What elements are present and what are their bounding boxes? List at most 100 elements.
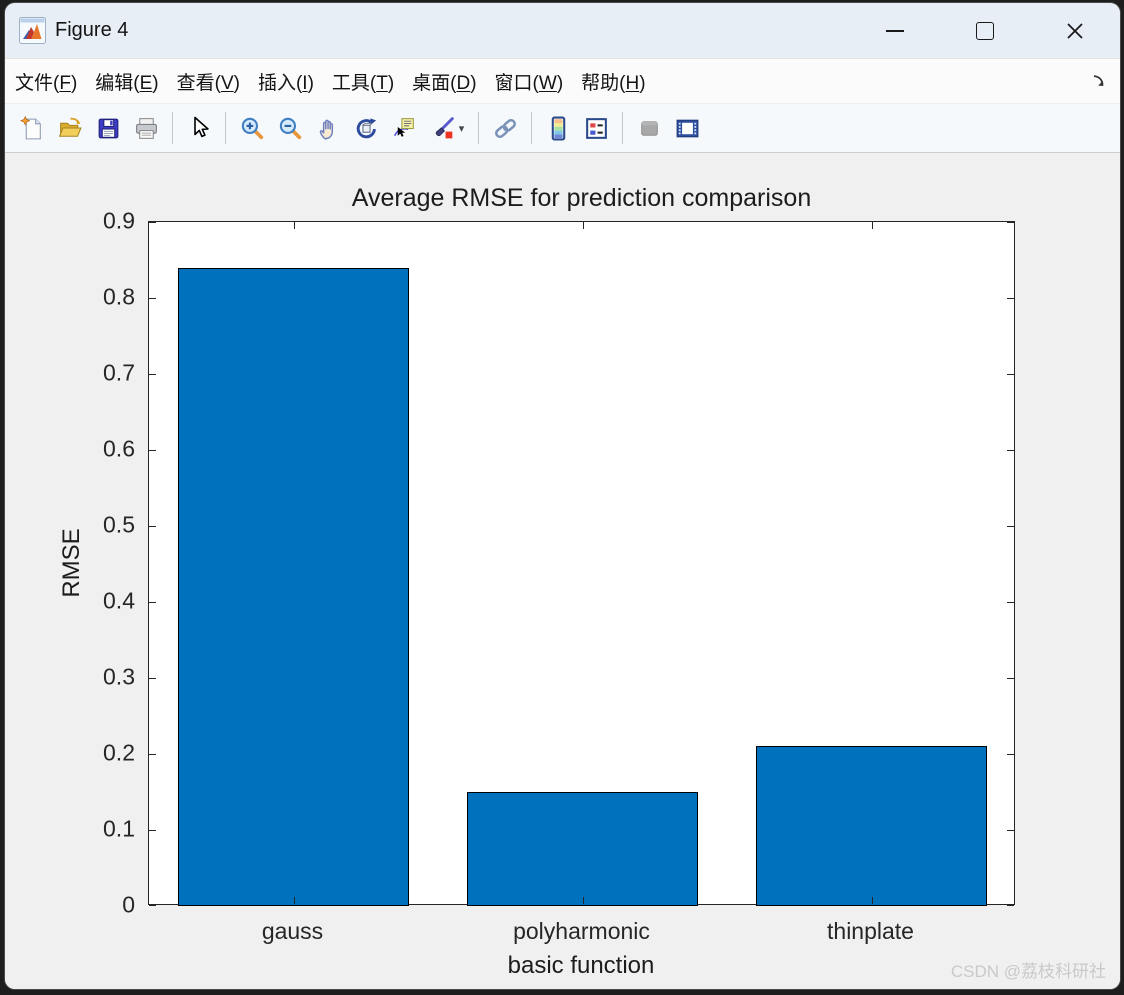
minimize-button[interactable] [872, 11, 918, 51]
y-tick-mark-right [1007, 450, 1014, 451]
y-tick-mark-right [1007, 830, 1014, 831]
x-tick-mark-top [293, 222, 295, 229]
y-tick-label: 0.5 [103, 511, 135, 538]
menu-i[interactable]: 插入(I) [257, 72, 314, 94]
axes [148, 221, 1015, 906]
data-cursor-button[interactable] [385, 109, 423, 147]
pan-hand-icon [319, 119, 333, 140]
maximize-icon [976, 21, 994, 40]
zoom-in-icon [241, 117, 263, 139]
menu-v[interactable]: 查看(V) [176, 72, 240, 94]
y-tick-label: 0.6 [103, 435, 135, 462]
menu-d[interactable]: 桌面(D) [412, 72, 477, 94]
zoom-in-button[interactable] [233, 109, 271, 147]
y-tick-mark-right [1007, 298, 1014, 299]
save-figure-button[interactable] [89, 109, 127, 147]
open-file-button[interactable] [51, 109, 89, 147]
dock-figure-arrow-icon [1093, 75, 1104, 86]
save-icon [98, 118, 118, 138]
close-icon [1067, 22, 1083, 39]
y-tick-label: 0.1 [103, 815, 135, 842]
x-tick-mark [582, 897, 584, 904]
close-button[interactable] [1052, 11, 1098, 51]
y-tick-mark [149, 602, 156, 603]
titlebar: Figure 4 [5, 3, 1120, 58]
brush-icon [435, 116, 454, 138]
toolbar-separator [225, 112, 226, 144]
brush-data-button[interactable]: ▾ [423, 109, 471, 147]
window-controls [872, 11, 1120, 51]
y-tick-label: 0.9 [103, 207, 135, 234]
pointer-icon [194, 116, 209, 138]
insert-colorbar-icon [551, 116, 565, 140]
x-tick-mark [293, 897, 295, 904]
new-figure-icon [19, 115, 41, 139]
toolbar: ▾ [5, 103, 1120, 153]
watermark: CSDN @荔枝科研社 [950, 962, 1106, 981]
insert-legend-icon [585, 117, 607, 139]
y-tick-mark [149, 526, 156, 527]
dock-figure-button[interactable] [1090, 71, 1110, 91]
x-tick-mark [871, 897, 873, 904]
y-tick-label: 0 [122, 891, 135, 918]
menu-e[interactable]: 编辑(E) [95, 72, 159, 94]
window-title: Figure 4 [55, 19, 129, 41]
x-tick-label: gauss [261, 918, 324, 944]
bar-polyharmonic [466, 792, 699, 906]
y-tick-mark-right [1007, 905, 1014, 906]
hide-plot-tools-icon [640, 120, 658, 136]
show-plot-tools-button[interactable] [668, 109, 706, 147]
y-tick-mark-right [1007, 374, 1014, 375]
zoom-out-button[interactable] [271, 109, 309, 147]
menu-items: 文件(F) 编辑(E) 查看(V) 插入(I) 工具(T) 桌面(D) 窗口(W) 帮助(H) [15, 68, 664, 95]
y-tick-mark-right [1007, 526, 1014, 527]
link-plot-icon [494, 118, 516, 138]
toolbar-separator [478, 112, 479, 144]
pointer-button[interactable] [180, 109, 218, 147]
menu-w[interactable]: 窗口(W) [494, 72, 564, 94]
zoom-out-icon [279, 117, 301, 139]
open-file-icon [58, 117, 82, 137]
x-tick-label: thinplate [827, 918, 914, 944]
chart-title: Average RMSE for prediction comparison [351, 184, 812, 212]
link-plot-button[interactable] [486, 109, 524, 147]
new-figure-button[interactable] [13, 109, 51, 147]
rotate-3d-button[interactable] [347, 109, 385, 147]
menu-t[interactable]: 工具(T) [331, 72, 395, 94]
toolbar-separator [622, 112, 623, 144]
figure-canvas: Average RMSE for prediction comparison R… [5, 153, 1120, 989]
y-axis-label: RMSE [58, 528, 85, 598]
y-tick-mark-right [1007, 754, 1014, 755]
toolbar-separator [172, 112, 173, 144]
print-figure-button[interactable] [127, 109, 165, 147]
minimize-icon [886, 29, 904, 32]
bar-gauss [177, 267, 410, 906]
x-axis-label: basic function [507, 952, 655, 979]
y-tick-label: 0.7 [103, 359, 135, 386]
menu-h[interactable]: 帮助(H) [581, 72, 646, 94]
y-tick-mark [149, 905, 156, 906]
y-tick-mark-right [1007, 602, 1014, 603]
x-tick-mark-top [582, 222, 584, 229]
maximize-button[interactable] [962, 11, 1008, 51]
figure-window: Figure 4 文件(F) 编辑(E) 查看(V) 插入(I) 工具(T) 桌面(D) 窗… [5, 3, 1120, 989]
hide-plot-tools-button[interactable] [630, 109, 668, 147]
x-tick-mark-top [871, 222, 873, 229]
y-tick-mark [149, 754, 156, 755]
y-tick-mark [149, 450, 156, 451]
matlab-logo-icon [19, 17, 46, 44]
menubar: 文件(F) 编辑(E) 查看(V) 插入(I) 工具(T) 桌面(D) 窗口(W) 帮助(H) [5, 58, 1120, 103]
print-icon [135, 117, 157, 139]
y-tick-mark [149, 374, 156, 375]
insert-legend-button[interactable] [577, 109, 615, 147]
insert-colorbar-button[interactable] [539, 109, 577, 147]
y-tick-mark-right [1007, 222, 1014, 223]
y-tick-mark [149, 830, 156, 831]
brush-dropdown-caret-icon[interactable]: ▾ [458, 122, 465, 135]
rotate-3d-icon [356, 117, 376, 138]
show-plot-tools-icon [676, 119, 698, 137]
y-tick-label: 0.2 [103, 739, 135, 766]
pan-button[interactable] [309, 109, 347, 147]
y-tick-mark [149, 222, 156, 223]
menu-f[interactable]: 文件(F) [15, 72, 78, 94]
